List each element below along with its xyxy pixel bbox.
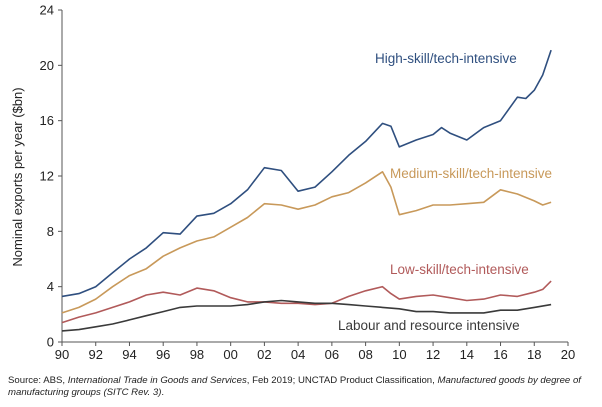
y-tick-label: 24 xyxy=(40,3,54,18)
source-prefix: Source: ABS, xyxy=(8,375,68,386)
x-tick-label: 10 xyxy=(392,347,406,362)
y-axis-label: Nominal exports per year ($bn) xyxy=(10,87,25,266)
source-note: Source: ABS, International Trade in Good… xyxy=(8,375,598,399)
x-tick-label: 92 xyxy=(88,347,102,362)
x-tick-label: 90 xyxy=(55,347,69,362)
source-title-2: Manufactured goods by degree of manufact… xyxy=(8,375,581,398)
x-tick-label: 94 xyxy=(122,347,136,362)
series-line-0 xyxy=(61,49,552,298)
x-tick-label: 98 xyxy=(190,347,204,362)
x-tick-label: 14 xyxy=(460,347,474,362)
x-tick-label: 18 xyxy=(527,347,541,362)
y-tick-label: 16 xyxy=(40,113,54,128)
y-tick-label: 4 xyxy=(47,279,54,294)
chart-series-labels: High-skill/tech-intensive Medium-skill/te… xyxy=(338,51,552,333)
y-tick-label: 0 xyxy=(47,335,54,350)
x-tick-label: 20 xyxy=(561,347,575,362)
source-title-1: International Trade in Goods and Service… xyxy=(67,375,247,386)
x-tick-label: 04 xyxy=(291,347,305,362)
series-label-1: Medium-skill/tech-intensive xyxy=(390,166,552,181)
x-tick-label: 02 xyxy=(257,347,271,362)
y-tick-label: 20 xyxy=(40,58,54,73)
x-tick-label: 16 xyxy=(493,347,507,362)
series-line-1 xyxy=(61,171,552,314)
series-line-3 xyxy=(61,299,552,332)
x-tick-label: 96 xyxy=(156,347,170,362)
series-label-2: Low-skill/tech-intensive xyxy=(390,262,529,277)
series-label-3: Labour and resource intensive xyxy=(338,318,520,333)
x-tick-label: 08 xyxy=(358,347,372,362)
source-mid: , Feb 2019; UNCTAD Product Classificatio… xyxy=(246,375,438,386)
x-tick-label: 12 xyxy=(426,347,440,362)
x-tick-label: 06 xyxy=(325,347,339,362)
series-label-0: High-skill/tech-intensive xyxy=(375,51,517,66)
y-tick-label: 8 xyxy=(47,224,54,239)
x-tick-label: 00 xyxy=(223,347,237,362)
y-tick-label: 12 xyxy=(40,169,54,184)
source-suffix: . xyxy=(161,387,165,398)
chart-series xyxy=(61,49,552,332)
